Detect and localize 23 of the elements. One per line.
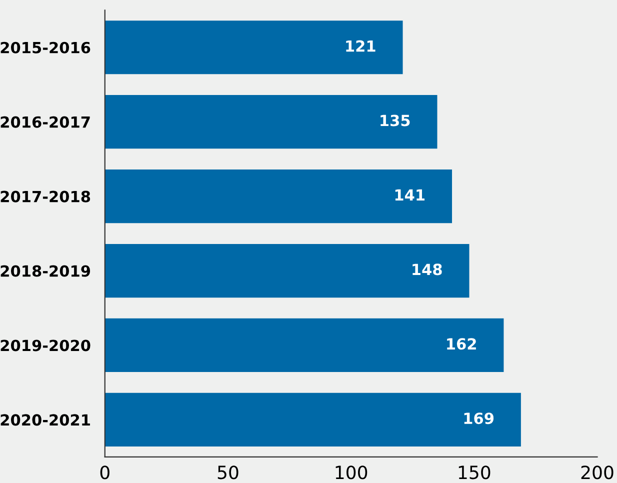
x-tick-label: 150 [458, 466, 490, 480]
data-label: 169 [464, 412, 494, 424]
bar [104, 20, 403, 74]
bar [104, 318, 504, 372]
data-label: 162 [447, 338, 476, 350]
y-tick-label: 2019-2020 [0, 340, 90, 352]
y-tick-label: 2015-2016 [0, 42, 90, 54]
data-label: 135 [380, 114, 410, 126]
y-tick-label: 2020-2021 [0, 414, 90, 426]
y-tick-label: 2018-2019 [0, 265, 90, 277]
bar [104, 169, 452, 224]
data-label: 148 [412, 264, 442, 276]
x-tick-label: 100 [336, 466, 368, 480]
y-tick-label: 2016-2017 [0, 116, 90, 128]
bar [104, 95, 438, 149]
bar [104, 392, 521, 446]
data-label: 141 [395, 189, 425, 201]
bar [104, 244, 470, 298]
x-tick-label: 200 [581, 466, 614, 480]
x-tick-label: 50 [218, 466, 238, 480]
x-tick-label: 0 [100, 466, 110, 480]
y-tick-label: 2017-2018 [0, 190, 90, 202]
data-label: 121 [346, 40, 376, 52]
